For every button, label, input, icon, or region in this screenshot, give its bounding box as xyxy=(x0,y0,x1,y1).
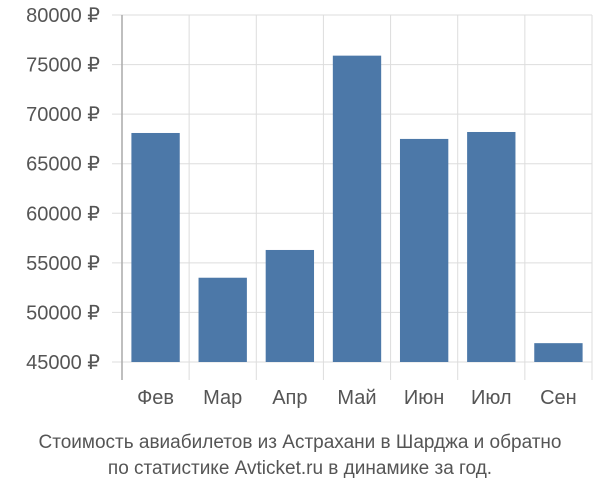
y-tick-label: 75000 ₽ xyxy=(26,55,100,77)
bar xyxy=(198,277,247,362)
bar xyxy=(332,55,382,363)
y-tick-label: 60000 ₽ xyxy=(26,203,100,225)
caption-line-2: по статистике Avticket.ru в динамике за … xyxy=(107,458,493,479)
y-tick-label: 65000 ₽ xyxy=(26,154,100,176)
label-layer: 45000 ₽ 50000 ₽ 55000 ₽ 60000 ₽ 65000 ₽ 70000… xyxy=(26,5,577,409)
y-tick-label: 70000 ₽ xyxy=(26,104,100,126)
bar-chart: 45000 ₽ 50000 ₽ 55000 ₽ 60000 ₽ 65000 ₽ 70000… xyxy=(26,5,593,409)
x-tick-label: Сен xyxy=(540,387,577,409)
caption-line-1: Стоимость авиабилетов из Астрахани в Шар… xyxy=(38,432,562,453)
y-tick-label: 50000 ₽ xyxy=(26,302,100,324)
y-tick-label: 80000 ₽ xyxy=(26,5,100,27)
y-tick-label: 55000 ₽ xyxy=(26,253,100,275)
x-tick-label: Апр xyxy=(272,387,307,409)
chart-caption: Стоимость авиабилетов из Астрахани в Шар… xyxy=(0,430,600,482)
bar xyxy=(467,131,516,362)
bar xyxy=(131,132,180,362)
x-tick-label: Фев xyxy=(137,387,174,409)
x-tick-label: Июл xyxy=(471,387,512,409)
bar xyxy=(399,138,449,362)
bar xyxy=(534,343,583,362)
y-tick-label: 45000 ₽ xyxy=(26,352,100,374)
x-tick-label: Июн xyxy=(404,387,444,409)
bar-layer xyxy=(131,55,583,363)
x-tick-label: Мар xyxy=(203,387,242,409)
bar xyxy=(265,249,315,362)
x-tick-label: Май xyxy=(337,387,376,409)
